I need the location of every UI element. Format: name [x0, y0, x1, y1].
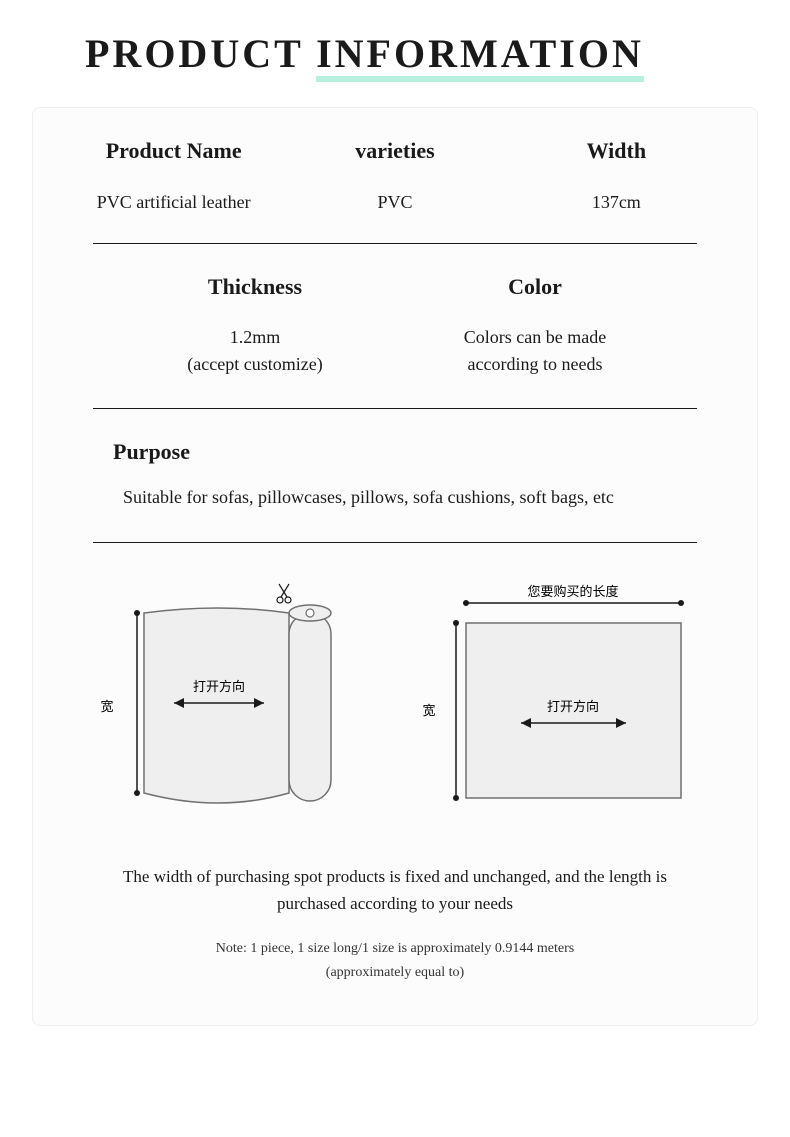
roll-svg: 宽 打开方向 [89, 583, 379, 833]
roll-width-label: 宽 [100, 699, 113, 714]
note-text: Note: 1 piece, 1 size long/1 size is app… [33, 917, 757, 985]
info-card: Product Name PVC artificial leather vari… [32, 107, 758, 1026]
divider-2 [93, 408, 697, 409]
divider-3 [93, 542, 697, 543]
sheet-width-label: 宽 [422, 703, 435, 718]
sheet-direction-label: 打开方向 [547, 699, 599, 714]
title-part1: PRODUCT [85, 31, 316, 76]
purpose-label: Purpose [103, 439, 687, 465]
col-thickness: Thickness 1.2mm (accept customize) [135, 274, 375, 378]
sheet-length-label: 您要购买的长度 [527, 584, 618, 599]
thickness-label: Thickness [135, 274, 375, 300]
product-name-label: Product Name [63, 138, 284, 164]
bottom-description: The width of purchasing spot products is… [33, 853, 757, 917]
width-value: 137cm [506, 192, 727, 213]
divider-1 [93, 243, 697, 244]
varieties-value: PVC [284, 192, 505, 213]
color-label: Color [415, 274, 655, 300]
diagram-roll: 宽 打开方向 [89, 583, 379, 833]
thickness-value: 1.2mm (accept customize) [135, 324, 375, 378]
specs-row-1: Product Name PVC artificial leather vari… [33, 138, 757, 213]
note-line1: Note: 1 piece, 1 size long/1 size is app… [216, 941, 574, 956]
specs-row-2: Thickness 1.2mm (accept customize) Color… [33, 274, 757, 378]
thickness-line2: (accept customize) [187, 354, 322, 374]
color-value: Colors can be made according to needs [415, 324, 655, 378]
diagrams-row: 宽 打开方向 您要购买的长度 宽 [33, 573, 757, 853]
purpose-text: Suitable for sofas, pillowcases, pillows… [103, 483, 687, 512]
product-name-value: PVC artificial leather [63, 192, 284, 213]
page-title: PRODUCT INFORMATION [0, 0, 790, 77]
title-part2-underlined: INFORMATION [316, 31, 644, 82]
width-label: Width [506, 138, 727, 164]
col-color: Color Colors can be made according to ne… [415, 274, 655, 378]
varieties-label: varieties [284, 138, 505, 164]
note-line2: (approximately equal to) [326, 965, 464, 980]
diagram-sheet: 您要购买的长度 宽 打开方向 [411, 583, 701, 833]
purpose-block: Purpose Suitable for sofas, pillowcases,… [33, 439, 757, 512]
sheet-svg: 您要购买的长度 宽 打开方向 [411, 583, 701, 833]
col-varieties: varieties PVC [284, 138, 505, 213]
col-product-name: Product Name PVC artificial leather [63, 138, 284, 213]
col-width: Width 137cm [506, 138, 727, 213]
roll-direction-label: 打开方向 [193, 679, 245, 694]
thickness-line1: 1.2mm [230, 327, 281, 347]
color-line1: Colors can be made [464, 327, 606, 347]
color-line2: according to needs [468, 354, 603, 374]
